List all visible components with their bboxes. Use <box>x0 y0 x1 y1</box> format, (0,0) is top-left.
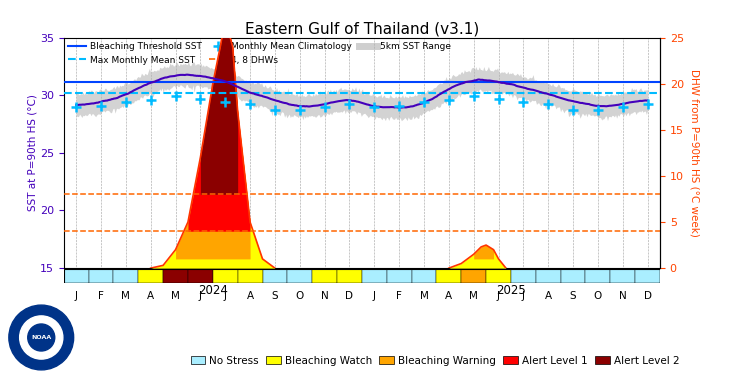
Text: F: F <box>396 291 402 301</box>
Bar <box>138 269 164 283</box>
Y-axis label: DHW from P=90th HS (°C week): DHW from P=90th HS (°C week) <box>689 69 700 237</box>
Text: S: S <box>272 291 278 301</box>
Text: 2025: 2025 <box>496 284 526 297</box>
Bar <box>238 269 262 283</box>
Text: 2024: 2024 <box>198 284 228 297</box>
Bar <box>64 269 88 283</box>
Bar <box>461 269 486 283</box>
Legend: Bleaching Threshold SST, Max Monthly Mean SST, Monthly Mean Climatology, 4, 8 DH: Bleaching Threshold SST, Max Monthly Mea… <box>68 42 452 64</box>
Bar <box>560 269 586 283</box>
Bar <box>387 269 412 283</box>
Text: J: J <box>497 291 500 301</box>
Text: N: N <box>321 291 328 301</box>
Text: A: A <box>544 291 552 301</box>
Bar <box>586 269 610 283</box>
Text: J: J <box>224 291 226 301</box>
Text: A: A <box>147 291 154 301</box>
Legend: No Stress, Bleaching Watch, Bleaching Warning, Alert Level 1, Alert Level 2: No Stress, Bleaching Watch, Bleaching Wa… <box>186 351 684 370</box>
Bar <box>362 269 387 283</box>
Bar <box>213 269 238 283</box>
Bar <box>337 269 362 283</box>
Text: A: A <box>446 291 452 301</box>
Text: J: J <box>75 291 78 301</box>
Bar <box>511 269 536 283</box>
Text: F: F <box>98 291 104 301</box>
Bar <box>312 269 337 283</box>
Text: M: M <box>171 291 180 301</box>
Text: M: M <box>419 291 428 301</box>
Bar <box>536 269 560 283</box>
Circle shape <box>28 324 55 351</box>
Bar <box>287 269 312 283</box>
Text: NOAA: NOAA <box>31 335 51 340</box>
Text: M: M <box>122 291 130 301</box>
Bar <box>188 269 213 283</box>
Text: D: D <box>644 291 652 301</box>
Title: Eastern Gulf of Thailand (v3.1): Eastern Gulf of Thailand (v3.1) <box>244 21 479 36</box>
Bar <box>436 269 461 283</box>
Bar <box>610 269 635 283</box>
Bar <box>164 269 188 283</box>
Bar <box>486 269 511 283</box>
Text: O: O <box>594 291 602 301</box>
Text: N: N <box>619 291 626 301</box>
Circle shape <box>20 316 63 359</box>
Bar <box>635 269 660 283</box>
Text: J: J <box>199 291 202 301</box>
Text: D: D <box>346 291 353 301</box>
Text: O: O <box>296 291 304 301</box>
Bar <box>412 269 436 283</box>
Text: S: S <box>570 291 576 301</box>
Bar <box>262 269 287 283</box>
Bar <box>88 269 113 283</box>
Text: J: J <box>373 291 376 301</box>
Text: J: J <box>522 291 525 301</box>
Text: A: A <box>247 291 254 301</box>
Y-axis label: SST at P=90th HS (°C): SST at P=90th HS (°C) <box>27 94 38 211</box>
Bar <box>113 269 138 283</box>
Text: M: M <box>470 291 478 301</box>
Circle shape <box>9 305 74 370</box>
